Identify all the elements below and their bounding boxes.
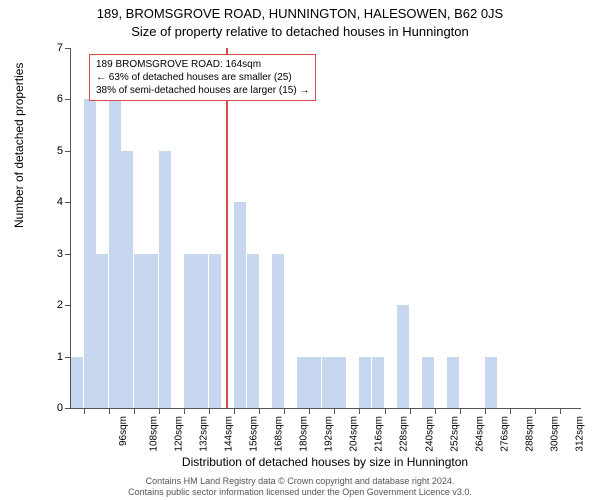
chart-footer: Contains HM Land Registry data © Crown c… <box>0 476 600 498</box>
x-tick <box>385 408 386 414</box>
histogram-bar <box>359 357 371 408</box>
x-tick <box>259 408 260 414</box>
x-tick-label: 132sqm <box>198 416 209 452</box>
y-tick <box>65 151 71 152</box>
x-tick-label: 108sqm <box>148 416 159 452</box>
histogram-bar <box>146 254 158 408</box>
x-tick <box>510 408 511 414</box>
histogram-bar <box>71 357 83 408</box>
x-tick-label: 264sqm <box>474 416 485 452</box>
x-tick <box>334 408 335 414</box>
histogram-bar <box>397 305 409 408</box>
y-tick-label: 4 <box>43 196 63 208</box>
chart-container: 189, BROMSGROVE ROAD, HUNNINGTON, HALESO… <box>0 0 600 500</box>
footer-line2: Contains public sector information licen… <box>128 487 472 497</box>
histogram-bar <box>96 254 108 408</box>
y-tick-label: 1 <box>43 351 63 363</box>
y-tick <box>65 254 71 255</box>
x-tick-label: 96sqm <box>118 416 129 446</box>
x-tick <box>359 408 360 414</box>
histogram-bar <box>309 357 321 408</box>
y-tick <box>65 48 71 49</box>
x-tick-label: 252sqm <box>449 416 460 452</box>
histogram-bar <box>184 254 196 408</box>
histogram-bar <box>447 357 459 408</box>
y-tick <box>65 305 71 306</box>
histogram-bar <box>372 357 384 408</box>
annotation-line1: 189 BROMSGROVE ROAD: 164sqm <box>96 58 309 71</box>
x-tick-label: 276sqm <box>499 416 510 452</box>
histogram-bar <box>334 357 346 408</box>
histogram-bar <box>297 357 309 408</box>
y-tick-label: 2 <box>43 299 63 311</box>
x-tick-label: 312sqm <box>575 416 586 452</box>
x-tick <box>159 408 160 414</box>
x-tick-label: 180sqm <box>299 416 310 452</box>
histogram-bar <box>121 151 133 408</box>
x-tick-label: 228sqm <box>399 416 410 452</box>
histogram-bar <box>272 254 284 408</box>
x-tick <box>460 408 461 414</box>
x-tick <box>109 408 110 414</box>
footer-line1: Contains HM Land Registry data © Crown c… <box>146 476 455 486</box>
histogram-bar <box>196 254 208 408</box>
x-tick-label: 192sqm <box>324 416 335 452</box>
y-tick <box>65 357 71 358</box>
histogram-bar <box>84 99 96 408</box>
y-axis-label: Number of detached properties <box>12 63 26 228</box>
histogram-bar <box>485 357 497 408</box>
bars-layer <box>71 48 581 408</box>
y-tick-label: 7 <box>43 42 63 54</box>
histogram-bar <box>234 202 246 408</box>
x-tick-label: 240sqm <box>424 416 435 452</box>
histogram-bar <box>109 99 121 408</box>
x-tick <box>84 408 85 414</box>
chart-title-line2: Size of property relative to detached ho… <box>0 24 600 39</box>
histogram-bar <box>159 151 171 408</box>
y-tick <box>65 408 71 409</box>
x-tick <box>234 408 235 414</box>
x-tick <box>435 408 436 414</box>
histogram-bar <box>247 254 259 408</box>
x-tick-label: 204sqm <box>349 416 360 452</box>
x-axis-label: Distribution of detached houses by size … <box>70 455 580 469</box>
x-tick <box>485 408 486 414</box>
x-tick-label: 300sqm <box>550 416 561 452</box>
histogram-bar <box>134 254 146 408</box>
x-tick <box>410 408 411 414</box>
x-tick <box>284 408 285 414</box>
x-tick-label: 120sqm <box>173 416 184 452</box>
histogram-bar <box>322 357 334 408</box>
x-tick-label: 168sqm <box>274 416 285 452</box>
x-tick <box>309 408 310 414</box>
x-tick <box>535 408 536 414</box>
x-tick-label: 216sqm <box>374 416 385 452</box>
y-tick-label: 0 <box>43 402 63 414</box>
y-tick <box>65 202 71 203</box>
x-tick-label: 288sqm <box>524 416 535 452</box>
marker-line <box>226 48 228 408</box>
y-tick-label: 5 <box>43 145 63 157</box>
y-tick <box>65 99 71 100</box>
annotation-box: 189 BROMSGROVE ROAD: 164sqm← 63% of deta… <box>89 54 316 101</box>
histogram-bar <box>209 254 221 408</box>
y-tick-label: 6 <box>43 93 63 105</box>
annotation-line2: ← 63% of detached houses are smaller (25… <box>96 71 309 84</box>
x-tick <box>134 408 135 414</box>
x-tick-label: 144sqm <box>223 416 234 452</box>
x-tick <box>560 408 561 414</box>
plot-area: 0123456796sqm108sqm120sqm132sqm144sqm156… <box>70 48 581 409</box>
x-tick <box>184 408 185 414</box>
histogram-bar <box>422 357 434 408</box>
x-tick <box>209 408 210 414</box>
annotation-line3: 38% of semi-detached houses are larger (… <box>96 84 309 97</box>
y-tick-label: 3 <box>43 248 63 260</box>
chart-title-line1: 189, BROMSGROVE ROAD, HUNNINGTON, HALESO… <box>0 6 600 21</box>
x-tick-label: 156sqm <box>249 416 260 452</box>
